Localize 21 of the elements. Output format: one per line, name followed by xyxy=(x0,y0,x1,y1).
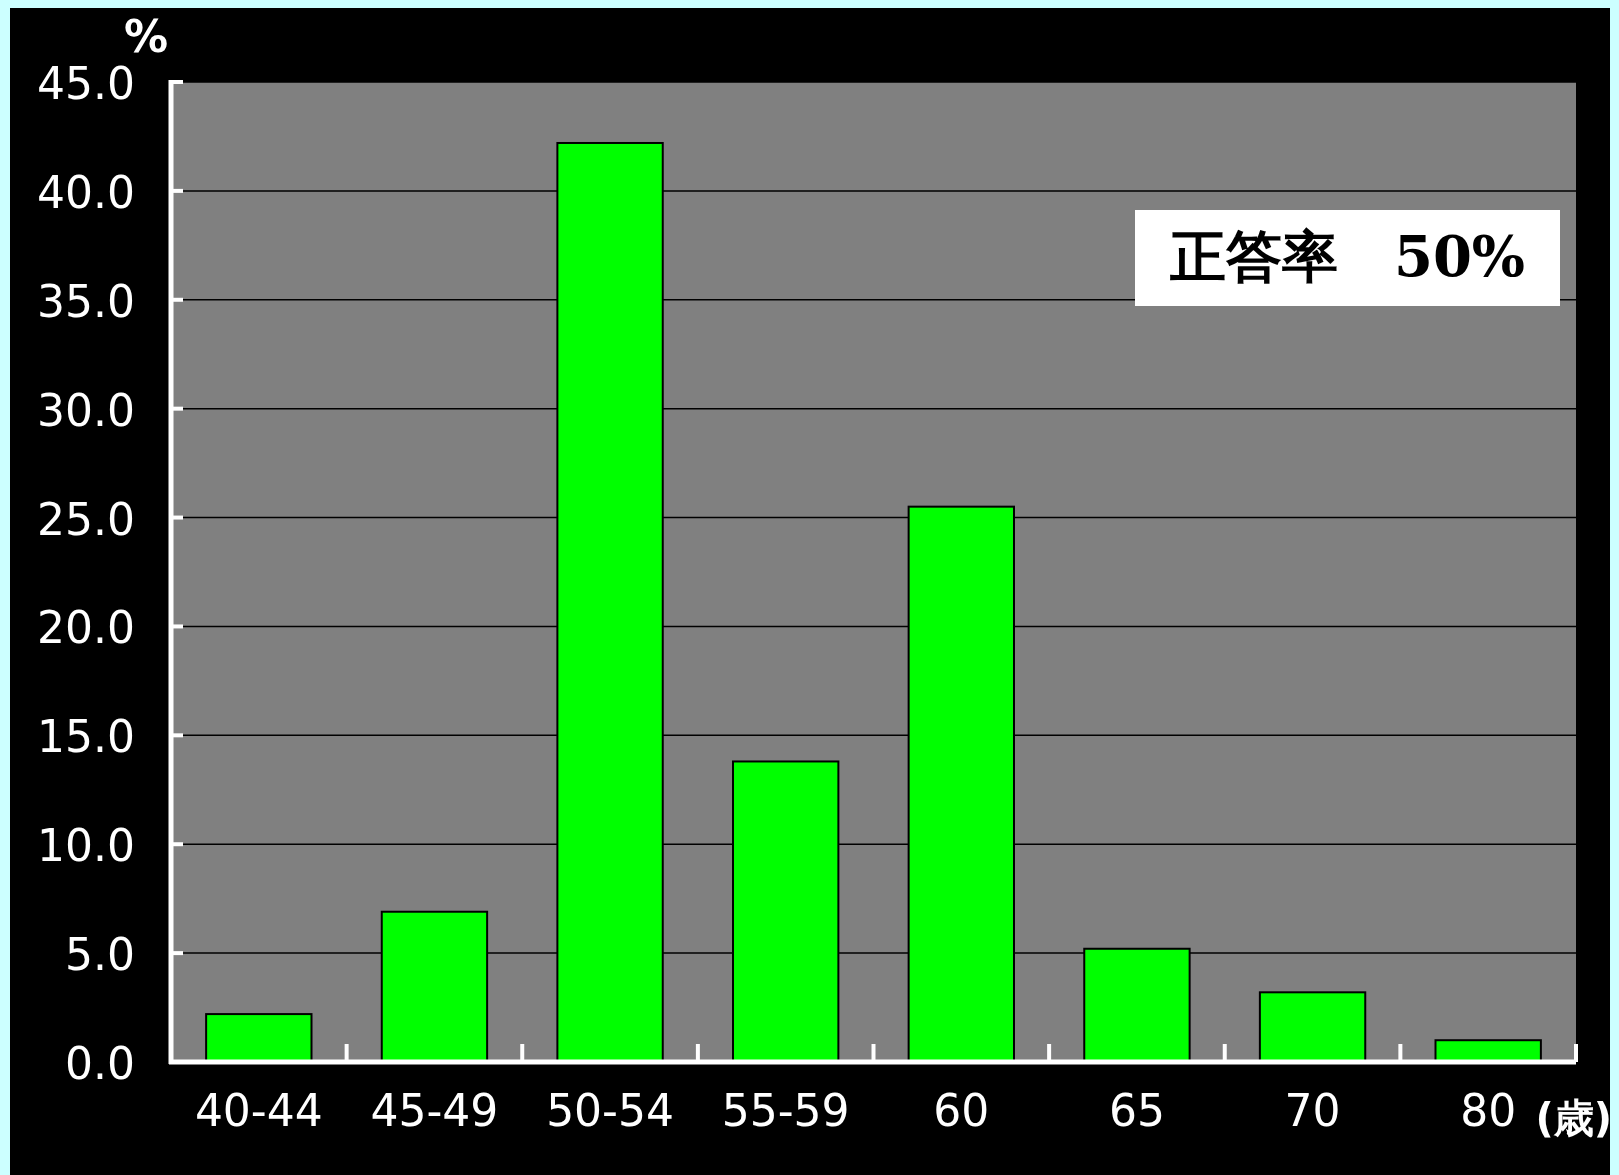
y-tick-label: 5.0 xyxy=(65,929,135,981)
x-tick-label: 45-49 xyxy=(370,1085,499,1136)
x-tick-label: 55-59 xyxy=(721,1085,850,1136)
x-axis-title: (歳) xyxy=(1535,1095,1612,1141)
y-tick-label: 25.0 xyxy=(37,493,135,545)
y-tick-label: 35.0 xyxy=(37,275,135,327)
x-tick-label: 50-54 xyxy=(546,1085,674,1136)
y-tick-label: 30.0 xyxy=(37,384,135,436)
annotation: 正答率 50% xyxy=(1168,223,1526,289)
y-tick-label: 20.0 xyxy=(37,602,135,654)
bar xyxy=(1258,991,1367,1063)
x-tick-label: 70 xyxy=(1284,1085,1341,1136)
x-tick-label: 40-44 xyxy=(194,1085,323,1136)
y-tick-label: 10.0 xyxy=(37,820,135,872)
y-tick-label: 15.0 xyxy=(37,711,135,763)
bar xyxy=(205,1013,313,1063)
x-tick-label: 65 xyxy=(1108,1085,1165,1136)
x-tick-label: 60 xyxy=(933,1085,990,1136)
y-tick-label: 0.0 xyxy=(65,1038,135,1089)
y-tick-label: 40.0 xyxy=(37,166,135,218)
x-tick-label: 80 xyxy=(1460,1085,1517,1136)
